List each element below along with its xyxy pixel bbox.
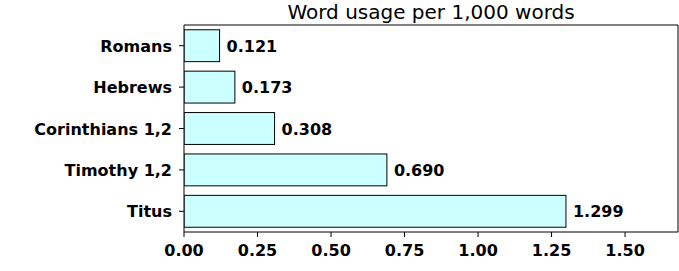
y-ticks: Romans Hebrews Corinthians 1,2 Timothy 1,2 T… (34, 37, 184, 222)
data-label: 0.121 (227, 37, 278, 56)
data-label: 1.299 (573, 202, 624, 221)
x-tick-label: 0.75 (385, 241, 424, 260)
bar (184, 154, 387, 186)
category-label: Corinthians 1,2 (34, 120, 172, 139)
category-label: Hebrews (93, 78, 172, 97)
y-tick (179, 169, 184, 170)
bar (184, 113, 275, 145)
x-tick-label: 0.25 (238, 241, 277, 260)
bar (184, 71, 235, 103)
data-label: 0.690 (394, 161, 445, 180)
x-tick (551, 232, 552, 237)
y-tick (179, 128, 184, 129)
x-tick-label: 0.00 (164, 241, 203, 260)
category-label: Timothy 1,2 (65, 161, 172, 180)
category-label: Romans (100, 37, 172, 56)
chart-title: Word usage per 1,000 words (287, 0, 574, 24)
bar (184, 30, 220, 62)
x-tick (478, 232, 479, 237)
y-tick (179, 87, 184, 88)
x-tick-label: 1.25 (532, 241, 571, 260)
x-axis-line (184, 232, 678, 233)
x-tick-label: 1.00 (458, 241, 497, 260)
frame-top (184, 25, 678, 26)
frame (184, 25, 678, 232)
y-tick (179, 211, 184, 212)
x-tick (625, 232, 626, 237)
x-tick-label: 1.50 (605, 241, 644, 260)
data-labels: 0.121 0.173 0.308 0.690 1.299 (227, 37, 624, 222)
x-tick (184, 232, 185, 237)
category-label: Titus (127, 202, 172, 221)
y-tick (179, 45, 184, 46)
bar (184, 195, 566, 227)
chart-container: Word usage per 1,000 words0.000.250.500.… (0, 0, 679, 271)
x-ticks: 0.00 0.25 0.50 0.75 1.00 1.25 1.50 (164, 232, 645, 260)
data-label: 0.308 (282, 120, 333, 139)
x-tick-label: 0.50 (311, 241, 350, 260)
chart-svg: Word usage per 1,000 words0.000.250.500.… (0, 0, 679, 271)
frame-right (678, 25, 679, 232)
data-label: 0.173 (242, 78, 293, 97)
bars (184, 30, 566, 227)
x-tick (331, 232, 332, 237)
x-tick (404, 232, 405, 237)
x-tick (257, 232, 258, 237)
